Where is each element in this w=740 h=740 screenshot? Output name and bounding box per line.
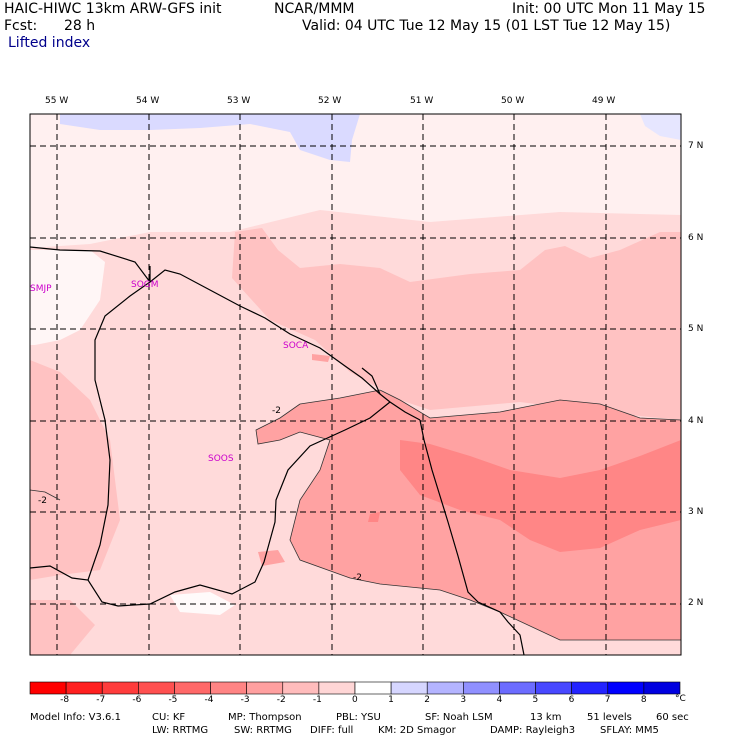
contour-minus2 [30, 489, 61, 501]
legend-tick-label: -2 [276, 695, 286, 705]
li-band-minus2-to-minus1 [30, 360, 120, 580]
footer-resolution: 13 km [530, 712, 562, 723]
lon-label: 49 W [592, 96, 616, 106]
footer-sw: SW: RRTMG [234, 725, 292, 736]
legend-tick-label: 4 [496, 695, 503, 705]
contour-label: -2 [272, 406, 281, 416]
footer-sflay: SFLAY: MM5 [600, 725, 659, 736]
lon-label: 54 W [136, 96, 160, 106]
legend-swatch [535, 681, 572, 695]
footer-damp: DAMP: Rayleigh3 [490, 725, 576, 736]
contour-label: -2 [353, 573, 362, 583]
contour-minus2 [255, 403, 681, 641]
contour-label: -2 [38, 496, 47, 506]
station-soca: SOCA [283, 341, 309, 351]
lon-label: 53 W [227, 96, 251, 106]
footer-cu: CU: KF [152, 712, 186, 723]
lat-lon-grid [30, 114, 681, 655]
legend-tick-label: 0 [352, 695, 358, 705]
lat-label: 5 N [688, 324, 704, 334]
footer-pbl: PBL: YSU [336, 712, 381, 723]
map-frame [29, 113, 682, 656]
legend-swatch [282, 681, 320, 695]
legend-swatch [390, 681, 428, 695]
lon-label: 50 W [501, 96, 525, 106]
legend-tick-label: -8 [60, 695, 70, 705]
forecast-hour: 28 h [64, 18, 96, 34]
legend-swatch [354, 681, 392, 695]
legend-swatch [210, 681, 247, 695]
legend-tick-label: 5 [532, 695, 539, 705]
station-soos: SOOS [208, 454, 234, 464]
legend-tick-label: -7 [96, 695, 106, 705]
footer-mp: MP: Thompson [228, 712, 302, 723]
legend-tick-label: 1 [388, 695, 394, 705]
station-sogm: SOGM [131, 280, 159, 290]
legend-tick-label: -1 [312, 695, 322, 705]
footer-km: KM: 2D Smagor [378, 725, 456, 736]
legend-swatch [138, 681, 175, 695]
legend-tick-label: -4 [204, 695, 214, 705]
legend-tick-label: -6 [132, 695, 142, 705]
legend-swatch [607, 681, 645, 695]
model-title: HAIC-HIWC 13km ARW-GFS init [4, 1, 222, 17]
li-band-1-to-2 [60, 114, 360, 162]
footer-levels: 51 levels [587, 712, 632, 723]
legend-swatch [571, 681, 609, 695]
lon-label: 52 W [318, 96, 342, 106]
legend-tick-label: 2 [424, 695, 430, 705]
station-smjp: SMJP [30, 284, 52, 294]
footer-timestep: 60 sec [656, 712, 689, 723]
li-band-minus3-to-minus2 [256, 390, 681, 640]
li-band-minus4-to-minus3 [400, 440, 681, 552]
li-band-0-to-1 [30, 114, 681, 248]
lon-label: 55 W [45, 96, 69, 106]
li-band-minus2-to-minus1 [232, 228, 681, 420]
legend-swatch [101, 681, 139, 695]
coast-and-borders [30, 246, 525, 655]
contour-minus2 [299, 389, 681, 421]
lon-label: 51 W [410, 96, 434, 106]
legend-tick-label: -3 [240, 695, 250, 705]
footer-lw: LW: RRTMG [152, 725, 209, 736]
legend-swatch [174, 681, 211, 695]
legend-tick-label: 3 [460, 695, 467, 705]
legend-swatch [643, 681, 681, 695]
li-band-minus2-to-minus1 [30, 600, 95, 655]
lat-label: 4 N [688, 416, 704, 426]
field-name: Lifted index [8, 35, 91, 51]
footer-sf: SF: Noah LSM [425, 712, 493, 723]
legend-swatch [246, 681, 284, 695]
lat-label: 3 N [688, 507, 704, 517]
li-band-1-to-2 [640, 114, 681, 140]
forecast-label: Fcst: [4, 18, 38, 34]
legend-tick-label: 6 [568, 695, 575, 705]
li-band-minus3-to-minus2 [312, 354, 330, 362]
init-time: Init: 00 UTC Mon 11 May 15 [512, 1, 706, 17]
li-band-white [30, 250, 105, 345]
lat-label: 6 N [688, 233, 704, 243]
lat-label: 7 N [688, 141, 704, 151]
legend-swatch [29, 681, 67, 695]
li-band-minus4-to-minus3 [368, 512, 380, 522]
footer-model-info: Model Info: V3.6.1 [30, 712, 121, 723]
legend-swatch [65, 681, 103, 695]
footer-diff: DIFF: full [310, 725, 354, 736]
legend-swatch [463, 681, 500, 695]
legend-swatch [426, 681, 464, 695]
legend-tick-label: -5 [168, 695, 178, 705]
legend-swatch [318, 681, 356, 695]
legend-tick-label: 8 [640, 695, 647, 705]
org-label: NCAR/MMM [274, 1, 355, 17]
legend-tick-label: 7 [604, 695, 611, 705]
legend-unit: °C [675, 694, 686, 704]
lat-label: 2 N [688, 598, 704, 608]
li-band-minus3-to-minus2 [258, 550, 285, 566]
valid-time: Valid: 04 UTC Tue 12 May 15 (01 LST Tue … [302, 18, 671, 34]
legend-swatch [499, 681, 536, 695]
